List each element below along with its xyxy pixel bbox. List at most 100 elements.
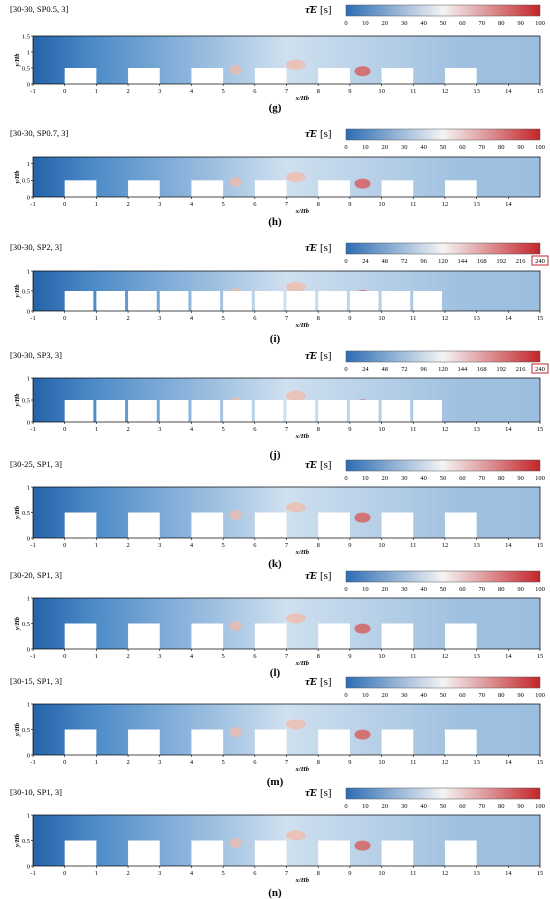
x-tick-label: 15 — [537, 542, 544, 549]
colorbar-tick-label: 50 — [440, 692, 447, 699]
x-tick-label: 12 — [442, 759, 449, 766]
colorbar-tick-label: 80 — [498, 20, 505, 27]
x-tick-label: 7 — [285, 88, 289, 95]
colorbar-tick-label: 20 — [382, 586, 389, 593]
building-block — [159, 291, 189, 311]
colorbar-unit: [s] — [317, 787, 332, 799]
colorbar-tick-label: 50 — [440, 803, 447, 810]
chart-svg: 0 10 20 30 40 50 60 70 80 90 100-1 0 1 2 3 4 5 6 7 8 9 10 11 12… — [14, 459, 545, 556]
colorbar-symbol: τ̄E — [305, 4, 318, 16]
x-tick-label: 4 — [190, 426, 194, 433]
hot-spot — [286, 502, 307, 513]
x-tick-label: 13 — [473, 542, 480, 549]
x-tick-label: 10 — [378, 315, 385, 322]
building-block — [159, 400, 189, 422]
y-axis-label: y/Hb — [14, 53, 21, 68]
panel-label: (n) — [268, 887, 282, 899]
x-tick-label: 4 — [190, 201, 194, 208]
chart-panel: [30-15, SP1, 3] τ̄E [s] (m) 0 10 20 30 40 50 60 70… — [0, 672, 550, 788]
x-tick-label: 0 — [63, 426, 66, 433]
x-tick-label: 11 — [410, 542, 416, 549]
colorbar-tick-label: 10 — [362, 475, 369, 482]
y-tick-label: 0.5 — [22, 397, 30, 404]
building-block — [318, 840, 350, 866]
x-tick-label: 7 — [285, 426, 289, 433]
building-block — [64, 291, 94, 311]
colorbar-tick-label: 70 — [479, 586, 486, 593]
hot-spot — [229, 510, 242, 521]
y-axis-label: y/Hb — [14, 833, 21, 848]
x-tick-label: 3 — [158, 426, 161, 433]
hot-spot — [354, 178, 371, 189]
x-tick-label: 14 — [505, 870, 512, 877]
x-tick-label: 14 — [505, 759, 512, 766]
building-block — [64, 729, 97, 755]
y-tick-label: 0 — [27, 81, 30, 88]
x-axis-label: x/Hb — [295, 322, 310, 329]
y-tick-label: 0 — [27, 419, 30, 426]
x-tick-label: 3 — [158, 542, 161, 549]
colorbar-tick-label: 20 — [382, 20, 389, 27]
x-axis-label: x/Hb — [295, 208, 310, 215]
colorbar-tick-label: 40 — [420, 692, 427, 699]
x-tick-label: 9 — [348, 426, 351, 433]
colorbar-tick-label: 80 — [498, 586, 505, 593]
building-block — [191, 512, 224, 538]
y-tick-label: 0 — [27, 194, 30, 201]
x-tick-label: 6 — [253, 315, 257, 322]
hot-spot — [286, 282, 307, 292]
y-tick-label: 0.5 — [22, 178, 30, 185]
colorbar-tick-label: 20 — [382, 692, 389, 699]
x-tick-label: 9 — [348, 759, 351, 766]
colorbar-tick-label: 48 — [382, 258, 389, 265]
colorbar-tick-label: 168 — [477, 258, 487, 265]
hot-spot — [286, 390, 307, 401]
building-block — [286, 291, 316, 311]
building-block — [191, 400, 221, 422]
panel-title: [30-30, SP3, 3] — [10, 350, 62, 360]
building-block — [64, 180, 97, 197]
building-block — [444, 68, 477, 84]
building-block — [254, 291, 284, 311]
colorbar-tick-label: 10 — [362, 20, 369, 27]
x-tick-label: 5 — [222, 315, 225, 322]
building-block — [444, 840, 477, 866]
x-tick-label: 5 — [222, 426, 225, 433]
y-axis-label: y/Hb — [14, 170, 21, 185]
x-tick-label: 12 — [442, 426, 449, 433]
x-tick-label: 9 — [348, 653, 351, 660]
colorbar-tick-label: 90 — [517, 20, 524, 27]
x-tick-label: -1 — [30, 542, 35, 549]
hot-spot — [229, 64, 242, 75]
building-block — [413, 291, 442, 311]
x-tick-label: -1 — [30, 870, 35, 877]
colorbar — [345, 787, 541, 800]
x-tick-label: 12 — [442, 315, 449, 322]
colorbar-unit: [s] — [317, 242, 332, 254]
colorbar — [345, 4, 541, 17]
building-block — [254, 623, 287, 649]
building-block — [64, 512, 97, 538]
colorbar — [345, 459, 541, 472]
colorbar-tick-label: 40 — [420, 475, 427, 482]
x-tick-label: 0 — [63, 653, 66, 660]
colorbar-tick-label: 90 — [517, 475, 524, 482]
colorbar-symbol: τ̄E — [305, 128, 318, 140]
x-tick-label: 10 — [378, 201, 385, 208]
building-block — [381, 623, 414, 649]
x-tick-label: 11 — [410, 201, 416, 208]
colorbar-title: τ̄E [s] — [305, 459, 332, 471]
y-tick-label: 1 — [27, 595, 30, 602]
hot-spot — [229, 621, 242, 632]
x-axis-label: x/Hb — [295, 660, 310, 667]
x-tick-label: 13 — [473, 870, 480, 877]
x-tick-label: 3 — [158, 201, 161, 208]
colorbar-tick-label: 20 — [382, 475, 389, 482]
building-block — [318, 729, 350, 755]
x-tick-label: 8 — [317, 315, 320, 322]
x-tick-label: 10 — [378, 542, 385, 549]
x-tick-label: 8 — [317, 653, 320, 660]
x-tick-label: 15 — [537, 653, 544, 660]
x-tick-label: 4 — [190, 653, 194, 660]
hot-spot — [354, 840, 371, 851]
